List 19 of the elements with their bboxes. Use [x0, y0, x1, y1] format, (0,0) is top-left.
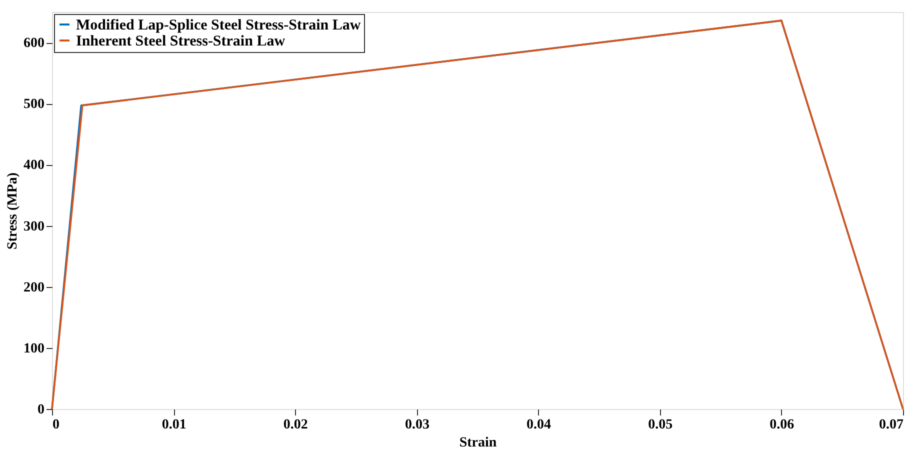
legend-label: Modified Lap-Splice Steel Stress-Strain Law — [76, 18, 361, 34]
y-tick-label: 500 — [24, 97, 44, 112]
y-tick-label: 300 — [24, 219, 44, 234]
y-tick-label: 100 — [24, 341, 44, 356]
legend-label: Inherent Steel Stress-Strain Law — [76, 34, 286, 50]
x-tick-label: 0.06 — [770, 418, 794, 432]
y-tick-label: 400 — [24, 158, 44, 174]
x-tick-label: 0.03 — [404, 418, 430, 432]
x-tick-label: 0.02 — [283, 418, 308, 432]
x-axis-title: Strain — [459, 436, 497, 450]
x-tick-label: 0.04 — [526, 418, 552, 432]
y-axis-title: Stress (MPa) — [6, 172, 20, 250]
y-tick-label: 0 — [38, 402, 44, 418]
x-tick-label: 0.07 — [879, 418, 904, 432]
x-tick-label: 0.01 — [162, 418, 186, 432]
x-tick-label: 0 — [52, 418, 60, 432]
y-tick-label: 600 — [24, 36, 44, 52]
y-tick-label: 200 — [24, 280, 44, 296]
x-tick-label: 0.05 — [648, 418, 673, 432]
